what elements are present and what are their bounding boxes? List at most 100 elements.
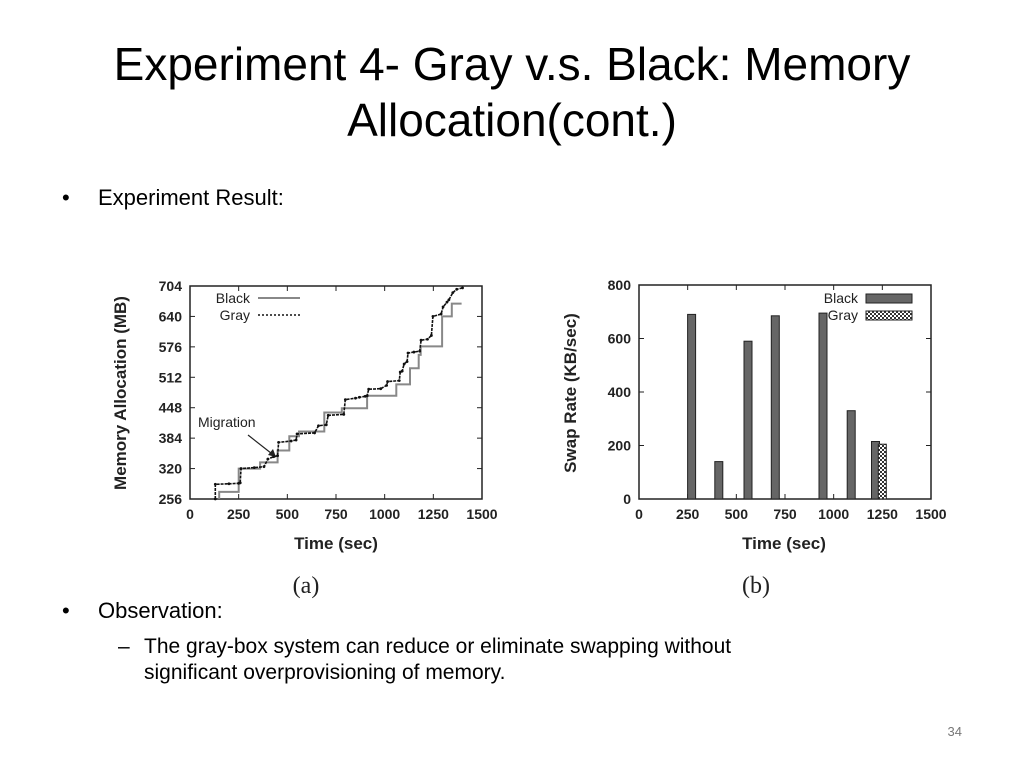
gray-point: [402, 362, 406, 366]
gray-point: [439, 312, 443, 316]
bar-black: [714, 461, 724, 500]
gray-point: [447, 298, 451, 302]
y-tick-label-a: 256: [159, 491, 183, 507]
gray-point: [429, 334, 433, 337]
y-axis-label-a: Memory Allocation (MB): [111, 296, 130, 490]
gray-point: [455, 287, 459, 291]
gray-point: [213, 497, 217, 501]
gray-point: [289, 439, 293, 443]
x-tick-label-b: 1500: [915, 506, 946, 522]
gray-point: [276, 454, 279, 458]
gray-point: [419, 338, 423, 342]
title-line-2: Allocation(cont.): [347, 94, 677, 146]
migration-arrowhead: [268, 449, 276, 457]
legend-swatch-gray-b: [865, 310, 913, 321]
subcaption-a: (a): [293, 573, 320, 599]
y-tick-label-b: 0: [623, 491, 631, 507]
legend-swatch-black-b: [865, 293, 913, 304]
gray-point: [431, 315, 435, 318]
x-tick-label-b: 1000: [818, 506, 849, 522]
page-number: 34: [947, 724, 962, 739]
y-tick-label-a: 448: [159, 400, 183, 416]
gray-point: [295, 432, 299, 436]
gray-point: [252, 466, 256, 470]
gray-point: [238, 481, 242, 485]
sub-bullet-line-1: The gray-box system can reduce or elimin…: [144, 635, 732, 658]
y-axis-label-b: Swap Rate (KB/sec): [561, 313, 580, 473]
gray-point: [405, 360, 409, 363]
slide-title: Experiment 4- Gray v.s. Black: Memory Al…: [40, 36, 984, 148]
x-tick-label-a: 0: [186, 506, 194, 522]
gray-point: [379, 387, 383, 391]
bar-black: [687, 313, 697, 500]
y-tick-label-b: 800: [608, 277, 632, 293]
gray-point: [213, 482, 217, 486]
swap-rate-chart: Swap Rate (KB/sec) Time (sec) (b) Black …: [561, 277, 947, 599]
y-tick-label-a: 576: [159, 339, 183, 355]
gray-point: [227, 482, 231, 486]
y-tick-label-b: 400: [608, 384, 632, 400]
y-tick-label-b: 200: [608, 438, 632, 454]
gray-point: [365, 394, 369, 398]
x-tick-label-b: 750: [773, 506, 797, 522]
sub-bullet-observation: – The gray-box system can reduce or elim…: [118, 634, 918, 686]
bullet-glyph: •: [62, 185, 70, 210]
y-tick-label-a: 704: [159, 278, 183, 294]
series-line-black: [218, 302, 462, 499]
gray-point: [445, 300, 449, 304]
dash-glyph: –: [118, 635, 130, 658]
gray-point: [343, 398, 347, 402]
bullet-experiment-result: • Experiment Result:: [62, 184, 284, 212]
legend-label-gray-a: Gray: [220, 307, 250, 323]
x-axis-label-b: Time (sec): [742, 534, 826, 553]
title-line-1: Experiment 4- Gray v.s. Black: Memory: [113, 38, 911, 90]
y-tick-label-b: 600: [608, 331, 632, 347]
bar-black: [846, 410, 856, 500]
gray-point: [277, 441, 280, 444]
gray-point: [324, 423, 328, 427]
gray-point: [239, 467, 243, 470]
subcaption-b: (b): [742, 573, 770, 599]
gray-point: [266, 457, 270, 461]
bullet-text: Observation:: [98, 598, 223, 623]
gray-point: [441, 305, 445, 309]
gray-point: [262, 465, 266, 469]
bar-gray: [877, 443, 887, 500]
legend-label-gray-b: Gray: [828, 307, 858, 323]
y-tick-label-a: 640: [159, 308, 183, 324]
gray-point: [342, 412, 346, 416]
x-tick-label-b: 1250: [867, 506, 898, 522]
x-tick-label-a: 1500: [466, 506, 497, 522]
migration-annotation: Migration: [198, 414, 256, 430]
x-tick-label-a: 250: [227, 506, 251, 522]
series-line-gray: [214, 287, 463, 499]
gray-point: [385, 383, 389, 387]
x-tick-label-a: 1250: [418, 506, 449, 522]
gray-point: [357, 395, 361, 399]
gray-point: [386, 380, 389, 383]
bullet-glyph: •: [62, 598, 70, 623]
x-tick-label-a: 750: [324, 506, 348, 522]
gray-point: [426, 337, 429, 341]
x-tick-label-a: 1000: [369, 506, 400, 522]
memory-allocation-chart: Memory Allocation (MB) Time (sec) (a) Bl…: [111, 278, 498, 599]
gray-point: [412, 350, 416, 354]
sub-bullet-line-2: significant overprovisioning of memory.: [144, 661, 506, 684]
legend-label-black-b: Black: [824, 290, 859, 306]
x-tick-label-b: 250: [676, 506, 700, 522]
gray-point: [272, 455, 276, 459]
gray-point: [326, 413, 330, 417]
gray-point: [418, 349, 422, 353]
bar-black: [770, 315, 780, 500]
gray-point: [451, 291, 455, 295]
x-tick-label-b: 500: [725, 506, 749, 522]
gray-point: [367, 387, 371, 391]
legend-a: Black Gray: [216, 290, 300, 323]
gray-point: [294, 438, 298, 442]
gray-point: [406, 351, 410, 355]
gray-point: [397, 379, 401, 383]
gray-point: [354, 396, 357, 400]
x-tick-label-a: 500: [276, 506, 300, 522]
x-axis-label-a: Time (sec): [294, 534, 378, 553]
bar-black: [743, 340, 753, 500]
